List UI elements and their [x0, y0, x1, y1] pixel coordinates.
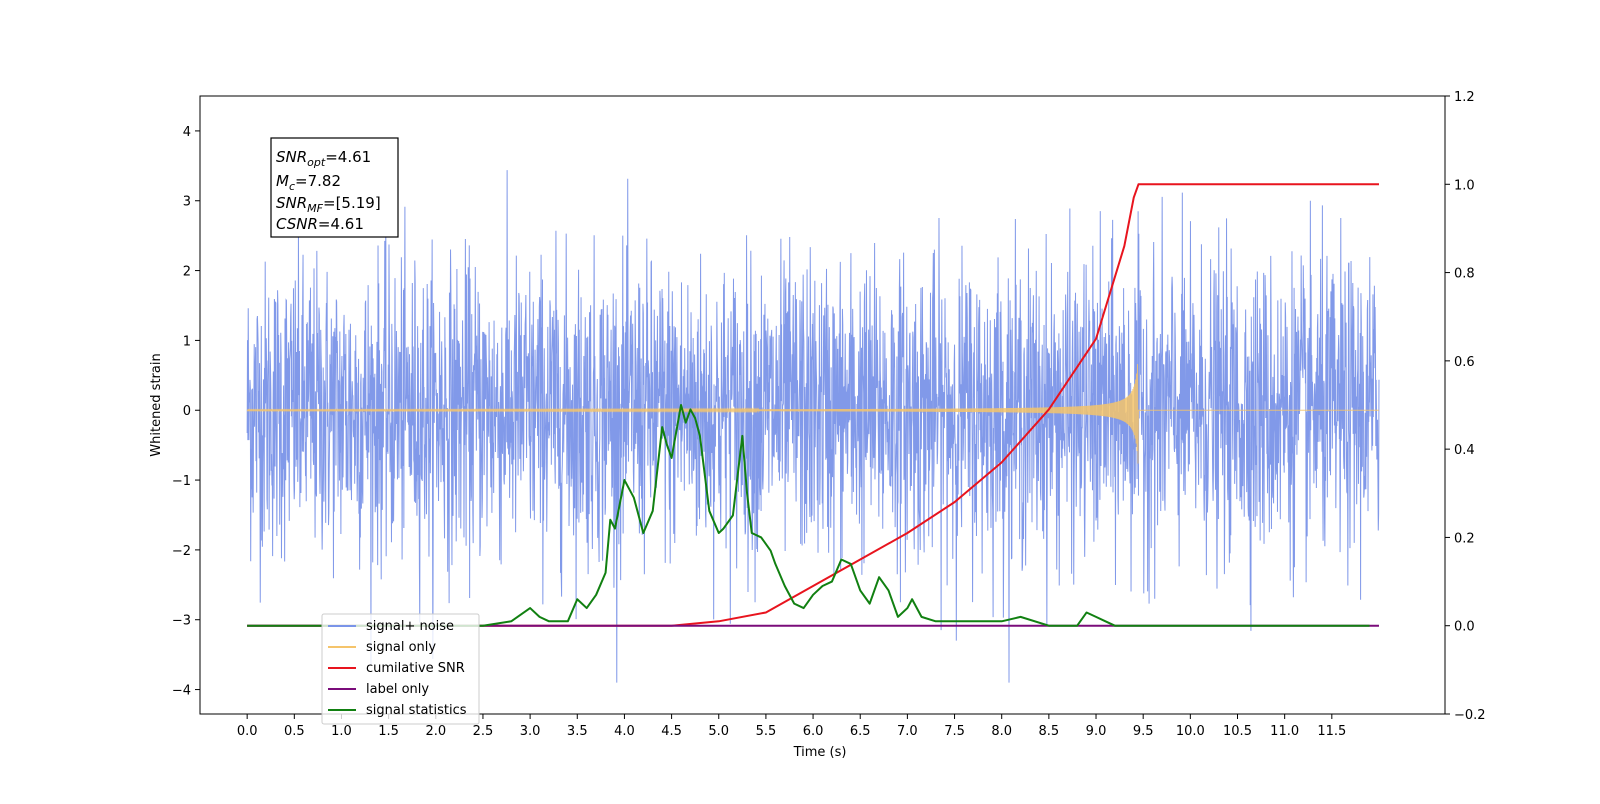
legend-label-signal-statistics: signal statistics	[366, 703, 467, 718]
x-tick-label: 7.0	[897, 724, 918, 739]
right-axis-ticks: 1.2 1.0 0.8 0.6 0.4 0.2 0.0 −0.2	[1445, 90, 1486, 723]
y-tick-label: −4	[172, 684, 191, 699]
y-tick-label: 3	[183, 195, 191, 210]
x-tick-label: 1.0	[331, 724, 352, 739]
x-tick-label: 6.0	[803, 724, 824, 739]
legend-label-signal-noise: signal+ noise	[366, 619, 454, 634]
annotation-snr-opt: SNRopt=4.61	[276, 148, 371, 169]
annotation-box: SNRopt=4.61 Mc=7.82 SNRMF=[5.19] CSNR=4.…	[270, 137, 399, 238]
x-tick-label: 9.5	[1133, 724, 1154, 739]
x-tick-label: 2.5	[473, 724, 494, 739]
y2-tick-label: 0.8	[1454, 267, 1475, 282]
y2-tick-label: 1.0	[1454, 178, 1475, 193]
y-tick-label: −3	[172, 614, 191, 629]
y-tick-label: 2	[183, 265, 191, 280]
annotation-mc: Mc=7.82	[276, 172, 341, 193]
y-tick-label: −1	[172, 474, 191, 489]
y2-tick-label: 1.2	[1454, 90, 1475, 105]
x-tick-label: 4.5	[661, 724, 682, 739]
series-signal-only	[246, 364, 1379, 464]
legend-frame	[321, 613, 480, 725]
y2-tick-label: 0.2	[1454, 531, 1475, 546]
left-axis-ticks: 4 3 2 1 0 −1 −2 −3 −4	[172, 125, 200, 699]
x-tick-label: 6.5	[850, 724, 871, 739]
annotation-box-frame	[270, 137, 399, 238]
x-tick-label: 10.5	[1223, 724, 1252, 739]
annotation-snr-mf: SNRMF=[5.19]	[276, 194, 381, 215]
x-tick-label: 0.5	[284, 724, 305, 739]
x-tick-label: 3.0	[520, 724, 541, 739]
x-tick-label: 5.5	[756, 724, 777, 739]
y-axis-label: Whitened strain	[149, 353, 164, 456]
x-tick-label: 7.5	[944, 724, 965, 739]
legend-label-cumulative-snr: cumilative SNR	[366, 661, 465, 676]
series-signal-statistics	[247, 404, 1370, 627]
annotation-csnr: CSNR=4.61	[276, 215, 364, 233]
series-cumilative-snr	[247, 183, 1379, 627]
y-tick-label: 4	[183, 125, 191, 140]
x-tick-label: 3.5	[567, 724, 588, 739]
y2-tick-label: −0.2	[1454, 708, 1486, 723]
y2-tick-label: 0.4	[1454, 443, 1475, 458]
y-tick-label: 0	[183, 404, 191, 419]
x-axis-label: Time (s)	[793, 745, 847, 760]
legend-entry-signal-statistics: signal statistics	[328, 703, 467, 718]
legend-label-signal-only: signal only	[366, 640, 436, 655]
legend-entry-cumulative-snr: cumilative SNR	[328, 661, 465, 676]
x-tick-label: 8.0	[991, 724, 1012, 739]
plot-content	[246, 170, 1380, 683]
x-tick-label: 9.0	[1086, 724, 1107, 739]
series-signal-noise	[246, 170, 1380, 683]
legend-entry-signal-noise: signal+ noise	[328, 619, 454, 634]
legend: signal+ noise signal only cumilative SNR…	[321, 613, 480, 725]
legend-entry-signal-only: signal only	[328, 640, 436, 655]
x-tick-label: 11.0	[1270, 724, 1299, 739]
legend-label-label-only: label only	[366, 682, 429, 697]
x-tick-label: 4.0	[614, 724, 635, 739]
axes-frame	[199, 95, 1446, 715]
x-tick-label: 1.5	[378, 724, 399, 739]
legend-entry-label-only: label only	[328, 682, 429, 697]
y2-tick-label: 0.0	[1454, 620, 1475, 635]
x-tick-label: 2.0	[425, 724, 446, 739]
x-tick-label: 8.5	[1039, 724, 1060, 739]
y-tick-label: 1	[183, 334, 191, 349]
x-tick-label: 5.0	[708, 724, 729, 739]
x-tick-label: 0.0	[237, 724, 258, 739]
y-tick-label: −2	[172, 544, 191, 559]
x-axis-ticks: 0.0 0.5 1.0 1.5 2.0 2.5 3.0 3.5 4.0 4.5 5.0 5.5 6.0 6…	[237, 714, 1346, 739]
x-tick-label: 11.5	[1317, 724, 1346, 739]
x-tick-label: 10.0	[1176, 724, 1205, 739]
y2-tick-label: 0.6	[1454, 355, 1475, 370]
